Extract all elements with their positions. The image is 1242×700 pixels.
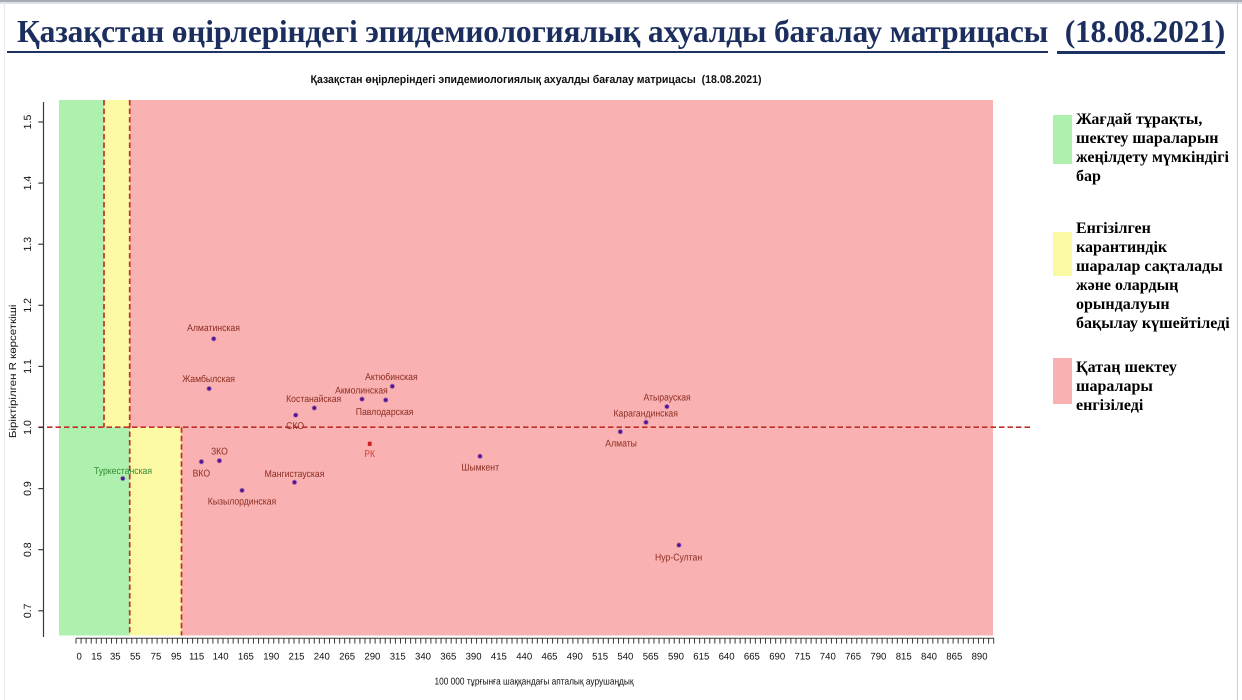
- svg-text:Мангистауская: Мангистауская: [265, 469, 325, 480]
- svg-text:РК: РК: [364, 449, 375, 460]
- svg-text:840: 840: [921, 651, 937, 662]
- svg-text:Актюбинская: Актюбинская: [365, 372, 418, 383]
- svg-text:Шымкент: Шымкент: [462, 463, 500, 474]
- svg-text:Алматы: Алматы: [605, 439, 637, 450]
- svg-text:815: 815: [896, 651, 912, 662]
- svg-text:35: 35: [110, 651, 121, 662]
- svg-text:865: 865: [946, 651, 962, 662]
- svg-text:Нур-Султан: Нур-Султан: [655, 552, 702, 563]
- svg-text:465: 465: [541, 651, 557, 662]
- svg-text:140: 140: [213, 651, 229, 662]
- svg-text:Акмолинская: Акмолинская: [335, 385, 388, 396]
- svg-text:55: 55: [130, 651, 141, 662]
- svg-text:165: 165: [238, 651, 254, 662]
- svg-text:Карагандинская: Карагандинская: [614, 408, 678, 419]
- svg-text:565: 565: [643, 651, 659, 662]
- svg-text:0.8: 0.8: [22, 542, 34, 557]
- svg-text:1.5: 1.5: [22, 115, 34, 130]
- svg-text:765: 765: [845, 651, 861, 662]
- svg-text:75: 75: [151, 651, 162, 662]
- svg-text:95: 95: [171, 651, 182, 662]
- svg-text:Атырауская: Атырауская: [643, 393, 690, 404]
- svg-text:15: 15: [91, 651, 102, 662]
- svg-text:315: 315: [390, 651, 406, 662]
- svg-text:690: 690: [769, 651, 785, 662]
- svg-text:715: 715: [794, 651, 810, 662]
- svg-text:1.0: 1.0: [22, 420, 34, 435]
- svg-text:Біріктірілген R көрсеткіші: Біріктірілген R көрсеткіші: [8, 305, 19, 439]
- svg-text:1.4: 1.4: [22, 176, 34, 191]
- svg-text:СКО: СКО: [286, 421, 304, 432]
- svg-text:440: 440: [516, 651, 532, 662]
- svg-text:0: 0: [77, 651, 82, 662]
- svg-text:740: 740: [820, 651, 836, 662]
- svg-text:1.3: 1.3: [22, 237, 34, 252]
- svg-text:590: 590: [668, 651, 684, 662]
- svg-text:115: 115: [189, 651, 204, 662]
- svg-text:100 000 тұрғынға шаққандағы ап: 100 000 тұрғынға шаққандағы апталық ауру…: [435, 677, 635, 688]
- svg-text:ЗКО: ЗКО: [211, 447, 228, 458]
- svg-text:190: 190: [263, 651, 279, 662]
- svg-text:Туркестанская: Туркестанская: [94, 466, 152, 477]
- svg-text:Павлодарская: Павлодарская: [356, 407, 414, 418]
- svg-text:490: 490: [567, 651, 583, 662]
- svg-text:240: 240: [314, 651, 330, 662]
- svg-text:ВКО: ВКО: [193, 469, 211, 480]
- svg-text:Костанайская: Костанайская: [286, 394, 341, 405]
- svg-text:615: 615: [693, 651, 709, 662]
- svg-text:265: 265: [339, 651, 355, 662]
- svg-text:Кызылординская: Кызылординская: [208, 496, 276, 507]
- svg-text:Жамбылская: Жамбылская: [182, 374, 235, 385]
- svg-text:0.7: 0.7: [22, 603, 34, 618]
- svg-text:365: 365: [440, 651, 456, 662]
- svg-text:640: 640: [719, 651, 735, 662]
- svg-text:390: 390: [466, 651, 482, 662]
- svg-text:415: 415: [491, 651, 507, 662]
- svg-text:890: 890: [972, 651, 988, 662]
- svg-text:Алматинская: Алматинская: [187, 323, 240, 334]
- svg-text:790: 790: [870, 651, 886, 662]
- svg-text:540: 540: [617, 651, 633, 662]
- svg-text:1.2: 1.2: [22, 298, 34, 313]
- svg-text:0.9: 0.9: [22, 481, 34, 496]
- svg-text:290: 290: [364, 651, 380, 662]
- svg-text:1.1: 1.1: [22, 359, 34, 374]
- svg-text:215: 215: [288, 651, 304, 662]
- svg-text:515: 515: [592, 651, 608, 662]
- svg-text:Қазақстан өңірлеріндегі эпидем: Қазақстан өңірлеріндегі эпидемиологиялық…: [311, 74, 762, 86]
- svg-text:340: 340: [415, 651, 431, 662]
- svg-text:665: 665: [744, 651, 760, 662]
